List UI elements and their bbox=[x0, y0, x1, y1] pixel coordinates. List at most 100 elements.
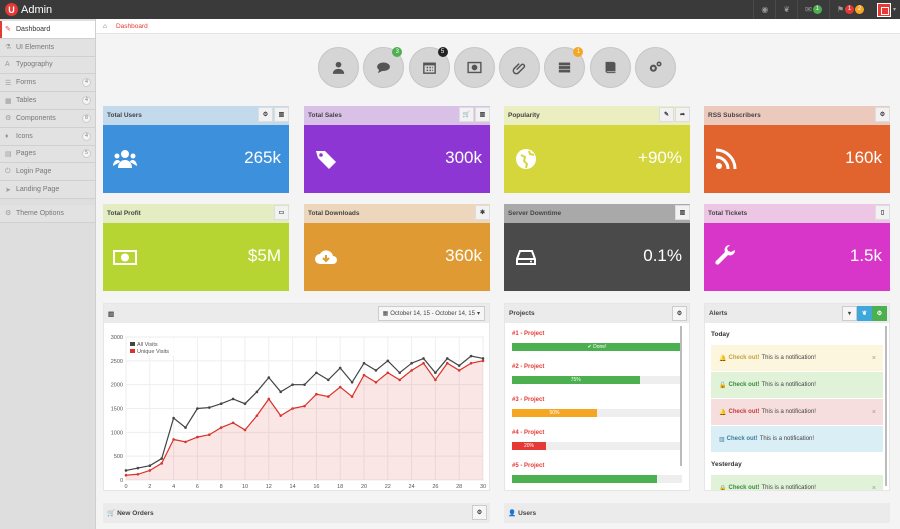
home-icon[interactable]: ⌂ bbox=[103, 22, 107, 30]
sidebar-item-typography[interactable]: A Typography bbox=[0, 56, 95, 75]
caret-down-icon[interactable]: ▾ bbox=[892, 7, 896, 13]
stat-tile-title: Server Downtime bbox=[508, 210, 562, 217]
stat-tile-action-button[interactable]: ▥ bbox=[274, 107, 289, 122]
shortcut-paperclip-button[interactable] bbox=[499, 47, 541, 88]
stat-tile-action-button[interactable]: ▭ bbox=[274, 205, 289, 220]
stat-tile-action-button[interactable]: ✱ bbox=[475, 205, 490, 220]
shortcut-photo-button[interactable] bbox=[453, 47, 495, 88]
flag-button[interactable]: ⚑ 1 2 bbox=[828, 0, 871, 19]
sidebar-divider bbox=[0, 198, 95, 205]
shortcut-server-button[interactable]: 1 bbox=[544, 47, 586, 88]
stat-tile-action-button[interactable]: ➦ bbox=[675, 107, 690, 122]
project-progress-bar: 75% bbox=[512, 376, 640, 384]
rss-icon[interactable]: ◉ bbox=[753, 0, 775, 19]
alert-text: This is a notification! bbox=[761, 485, 816, 491]
sidebar-item-tables[interactable]: ▦ Tables 4 bbox=[0, 92, 95, 110]
sidebar-item-theme-options[interactable]: ⚙ Theme Options bbox=[0, 204, 95, 223]
stat-tile-value: 360k bbox=[445, 246, 482, 265]
stat-tile-action-button[interactable]: ✎ bbox=[659, 107, 674, 122]
sidebar-item-icon: ⚗ bbox=[5, 44, 12, 52]
sidebar-item-icon: ☰ bbox=[5, 79, 12, 87]
projects-settings-button[interactable]: ⚙ bbox=[672, 306, 687, 321]
project-item[interactable]: #2 - Project 75% bbox=[511, 356, 683, 389]
stat-tile-action-button[interactable]: ⚙ bbox=[258, 107, 273, 122]
sidebar-item-label: Tables bbox=[16, 97, 37, 105]
shortcut-chat-button[interactable]: 3 bbox=[363, 47, 405, 88]
twitter-share-button[interactable]: ❦ bbox=[857, 306, 872, 321]
sidebar-item-label: Landing Page bbox=[16, 186, 60, 194]
data-point bbox=[172, 416, 175, 420]
shortcut-calendar-button[interactable]: 5 bbox=[408, 47, 450, 88]
project-item[interactable]: #5 - Project bbox=[511, 455, 683, 488]
project-progress-track: ✔ Done! bbox=[512, 343, 682, 351]
hdd-icon bbox=[516, 250, 536, 265]
project-item[interactable]: #4 - Project 20% bbox=[511, 422, 683, 455]
close-icon[interactable]: × bbox=[871, 354, 876, 362]
project-item[interactable]: #1 - Project ✔ Done! bbox=[511, 323, 683, 356]
date-range-picker[interactable]: ▦ October 14, 15 - October 14, 15 ▾ bbox=[377, 306, 485, 321]
sidebar-item-login-page[interactable]: ⏻ Login Page bbox=[0, 163, 95, 182]
close-icon[interactable]: × bbox=[871, 408, 876, 416]
twitter-icon[interactable]: ❦ bbox=[775, 0, 797, 19]
data-point bbox=[124, 469, 128, 472]
x-tick-label: 24 bbox=[409, 484, 415, 490]
notification-alert[interactable]: 🔔 Check out! This is a notification! × bbox=[711, 345, 883, 371]
stat-tile-header: Total Sales 🛒 ▥ bbox=[304, 106, 490, 125]
data-point bbox=[446, 361, 449, 365]
sidebar-item-count: 8 bbox=[82, 113, 91, 123]
sidebar-item-count: 5 bbox=[82, 149, 91, 159]
project-item[interactable]: #3 - Project 50% bbox=[511, 389, 683, 422]
sidebar-item-landing-page[interactable]: ➤ Landing Page bbox=[0, 181, 95, 199]
x-tick-label: 18 bbox=[337, 484, 343, 490]
close-icon[interactable]: × bbox=[871, 484, 876, 491]
stat-tile-title: Popularity bbox=[508, 112, 540, 119]
sidebar-item-pages[interactable]: ▤ Pages 5 bbox=[0, 145, 95, 164]
data-point bbox=[219, 402, 223, 406]
sidebar-item-icons[interactable]: ♦ Icons 4 bbox=[0, 127, 95, 146]
data-point bbox=[374, 380, 378, 384]
notification-alert[interactable]: 🔔 Check out! This is a notification! × bbox=[711, 399, 883, 425]
stat-tile-action-button[interactable]: ▯ bbox=[875, 205, 890, 220]
project-progress-bar: 20% bbox=[512, 442, 546, 450]
sidebar-item-ui-elements[interactable]: ⚗ UI Elements bbox=[0, 38, 95, 57]
shortcut-book-button[interactable] bbox=[589, 47, 631, 88]
stat-tile-action-button[interactable]: 🛒 bbox=[459, 107, 474, 122]
data-point bbox=[374, 369, 378, 372]
brand[interactable]: U Admin bbox=[0, 3, 52, 16]
user-avatar[interactable] bbox=[876, 2, 891, 17]
y-tick-label: 0 bbox=[120, 478, 123, 484]
orders-settings-button[interactable]: ⚙ bbox=[472, 505, 487, 520]
projects-scrollbar[interactable] bbox=[680, 326, 682, 466]
shortcut-user-button[interactable] bbox=[318, 47, 359, 88]
stat-tile-action-button[interactable]: ▥ bbox=[675, 205, 690, 220]
breadcrumb-current[interactable]: Dashboard bbox=[115, 22, 148, 30]
brand-logo-icon: U bbox=[5, 3, 18, 16]
alerts-dropdown-button[interactable]: ▾ bbox=[842, 306, 857, 321]
sidebar-item-icon: ⏻ bbox=[5, 167, 11, 175]
data-point bbox=[303, 383, 306, 386]
notification-alert[interactable]: 🔓 Check out! This is a notification! bbox=[711, 372, 883, 398]
notification-alert[interactable]: 🔒 Check out! This is a notification! × bbox=[711, 475, 883, 491]
project-progress-bar: ✔ Done! bbox=[512, 343, 682, 351]
sidebar-item-forms[interactable]: ☰ Forms 4 bbox=[0, 74, 95, 93]
sidebar-item-components[interactable]: ⚙ Components 8 bbox=[0, 109, 95, 128]
mail-button[interactable]: ✉ 1 bbox=[797, 0, 829, 19]
stat-tile-action-button[interactable]: ▥ bbox=[475, 107, 490, 122]
notification-alert[interactable]: ▥ Check out! This is a notification! bbox=[711, 426, 883, 452]
sidebar-item-label: Login Page bbox=[16, 168, 52, 176]
mail-badge: 1 bbox=[812, 5, 822, 14]
sidebar-item-dashboard[interactable]: ✎ Dashboard bbox=[0, 21, 95, 39]
shortcut-gears-button[interactable] bbox=[635, 47, 677, 88]
data-point bbox=[219, 426, 223, 429]
mail-icon: ✉ bbox=[805, 5, 812, 14]
data-point bbox=[267, 376, 271, 379]
data-point bbox=[386, 371, 390, 375]
alert-strong-text: Check out! bbox=[728, 382, 760, 388]
stat-tile-action-button[interactable]: ⚙ bbox=[875, 107, 890, 122]
alerts-scrollbar[interactable] bbox=[885, 326, 887, 486]
server-icon bbox=[559, 62, 571, 73]
alerts-settings-button[interactable]: ⚙ bbox=[872, 306, 887, 321]
sidebar-item-count: 4 bbox=[82, 78, 91, 88]
sidebar-item-icon: ✎ bbox=[5, 26, 11, 34]
y-tick-label: 1000 bbox=[111, 430, 123, 436]
